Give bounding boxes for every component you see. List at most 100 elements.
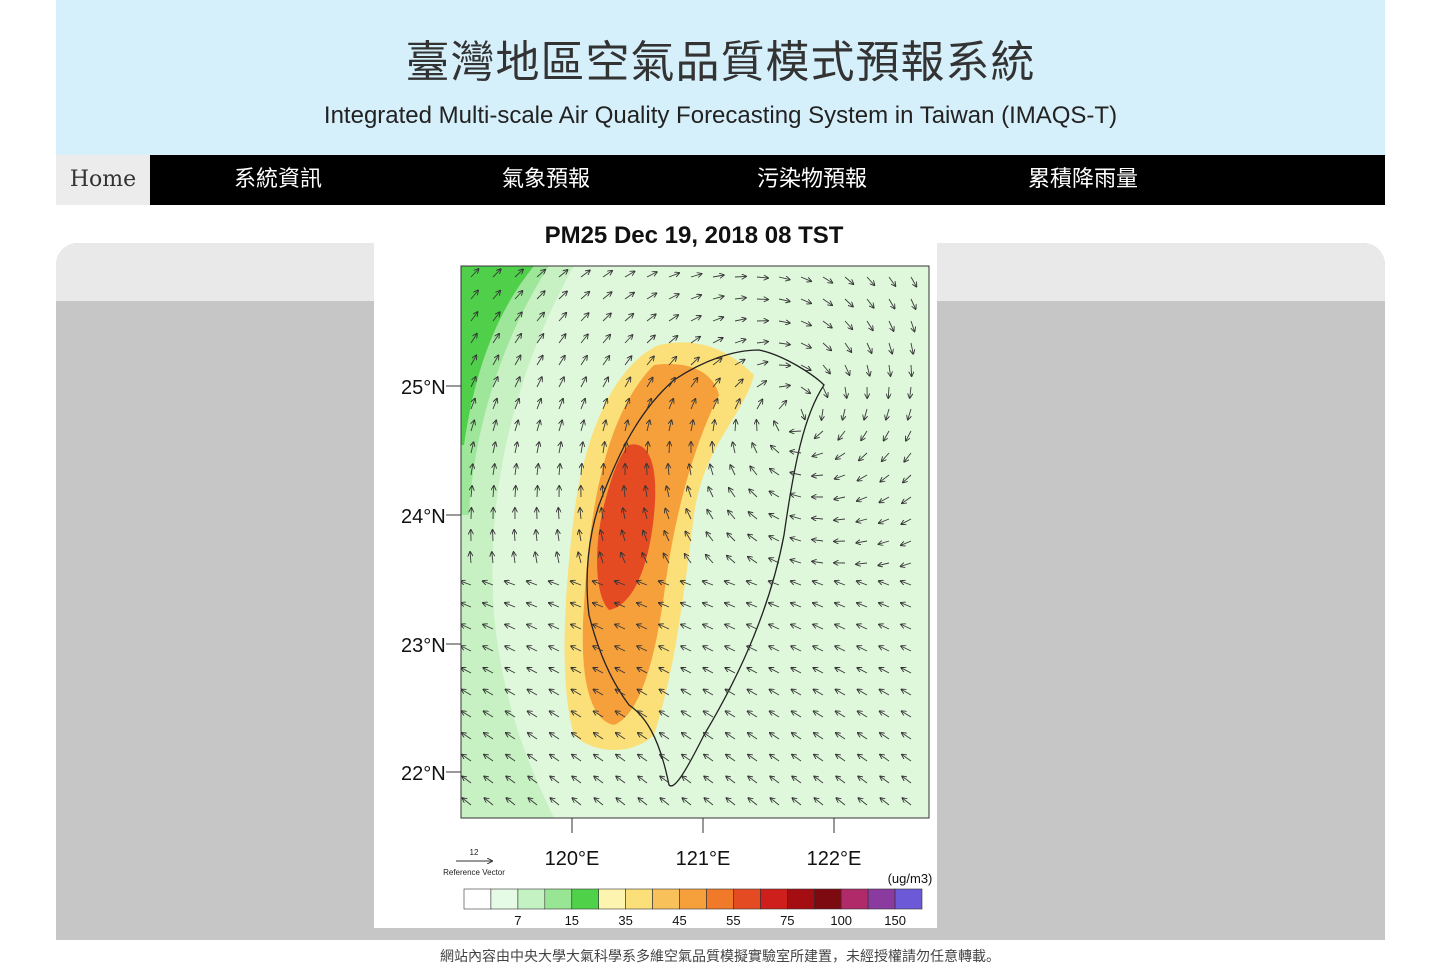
wind-vector — [879, 518, 890, 523]
plume-level-3 — [597, 444, 656, 610]
wind-vector — [659, 668, 670, 674]
wind-vector — [843, 408, 846, 420]
wind-vector — [537, 421, 540, 432]
wind-vector — [600, 553, 603, 564]
nav-weather-forecast[interactable]: 氣象預報 — [502, 167, 591, 192]
wind-vector — [756, 277, 768, 278]
wind-vector — [668, 464, 669, 476]
wind-vector — [733, 442, 735, 454]
wind-vector — [483, 603, 494, 608]
wind-vector — [902, 711, 912, 718]
wind-vector — [734, 298, 746, 299]
wind-vector — [879, 581, 890, 586]
wind-vector — [616, 755, 626, 762]
wind-vector — [770, 711, 780, 718]
wind-vector — [734, 319, 746, 321]
wind-vector — [515, 464, 517, 476]
colorbar-swatch — [463, 888, 492, 910]
wind-vector — [572, 733, 582, 740]
wind-vector — [726, 733, 736, 740]
wind-vector — [712, 399, 718, 410]
nav-home[interactable]: Home — [56, 155, 150, 205]
wind-vector — [769, 603, 780, 608]
wind-vector — [911, 342, 913, 354]
wind-vector — [790, 473, 802, 476]
wind-vector — [857, 496, 868, 501]
wind-vector — [703, 581, 714, 586]
nav-system-info[interactable]: 系統資訊 — [234, 167, 323, 192]
wind-vector — [681, 646, 692, 652]
wind-vector — [800, 408, 805, 419]
wind-vector — [748, 776, 758, 784]
wind-vector — [770, 690, 780, 696]
wind-vector — [616, 711, 626, 718]
wind-vector — [726, 690, 736, 696]
nav-pollutant-forecast[interactable]: 污染物預報 — [757, 167, 868, 192]
wind-vector — [505, 624, 516, 630]
wind-vector — [528, 690, 538, 696]
wind-vector — [812, 540, 824, 541]
wind-vector — [712, 275, 724, 277]
wind-vector — [822, 364, 830, 373]
wind-vector — [483, 668, 494, 674]
wind-vector — [580, 313, 589, 322]
wind-vector — [536, 530, 537, 542]
wind-vector — [727, 533, 736, 542]
wind-vector — [901, 668, 912, 674]
wind-vector — [660, 776, 670, 784]
wind-vector — [861, 430, 868, 440]
wind-vector — [879, 668, 890, 674]
wind-vector — [748, 535, 758, 542]
x-axis: 120°E 121°E 122°E — [545, 818, 861, 870]
wind-vector — [581, 420, 584, 432]
wind-vector — [461, 581, 472, 586]
wind-vector — [726, 711, 736, 718]
nav-accumulated-rainfall[interactable]: 累積降雨量 — [1028, 167, 1139, 192]
wind-vector — [483, 581, 494, 586]
wind-vector — [771, 446, 780, 454]
wind-vector — [704, 776, 714, 784]
wind-vector — [571, 603, 582, 608]
wind-vector — [559, 464, 560, 476]
wind-vector — [638, 711, 648, 718]
colorbar-swatch — [894, 888, 923, 910]
wind-vector — [668, 336, 677, 344]
wind-vector — [514, 377, 520, 388]
wind-vector — [601, 530, 604, 542]
wind-vector — [908, 408, 911, 420]
wind-vector — [812, 475, 824, 476]
wind-vector — [791, 624, 802, 630]
wind-vector — [835, 646, 846, 652]
wind-vector — [902, 733, 912, 740]
wind-vector — [528, 733, 538, 740]
wind-vector — [749, 512, 758, 520]
wind-vector — [603, 464, 604, 476]
wind-vector — [470, 552, 471, 564]
wind-vector — [901, 540, 912, 545]
wind-vector — [770, 469, 780, 476]
wind-vector — [506, 733, 516, 740]
wind-vector — [778, 343, 790, 345]
wind-vector — [571, 624, 582, 630]
wind-vector — [747, 603, 758, 608]
wind-vector — [668, 315, 678, 322]
wind-vector — [725, 646, 736, 652]
wind-vector — [638, 776, 648, 784]
wind-vector — [527, 646, 538, 652]
wind-vector — [492, 334, 499, 344]
colorbar-label: 55 — [726, 913, 740, 928]
wind-vector — [506, 776, 516, 784]
wind-vector — [483, 646, 494, 652]
wind-vector — [558, 270, 568, 278]
wind-vector — [756, 420, 757, 432]
wind-vector — [514, 334, 521, 344]
colorbar-label: 150 — [884, 913, 906, 928]
wind-vector — [725, 668, 736, 674]
wind-vector — [910, 386, 911, 398]
wind-vector — [902, 496, 912, 503]
wind-vector — [462, 755, 472, 762]
wind-vector — [756, 362, 768, 365]
wind-vector — [506, 755, 516, 762]
wind-vector — [884, 430, 890, 441]
wind-vector — [901, 603, 912, 608]
